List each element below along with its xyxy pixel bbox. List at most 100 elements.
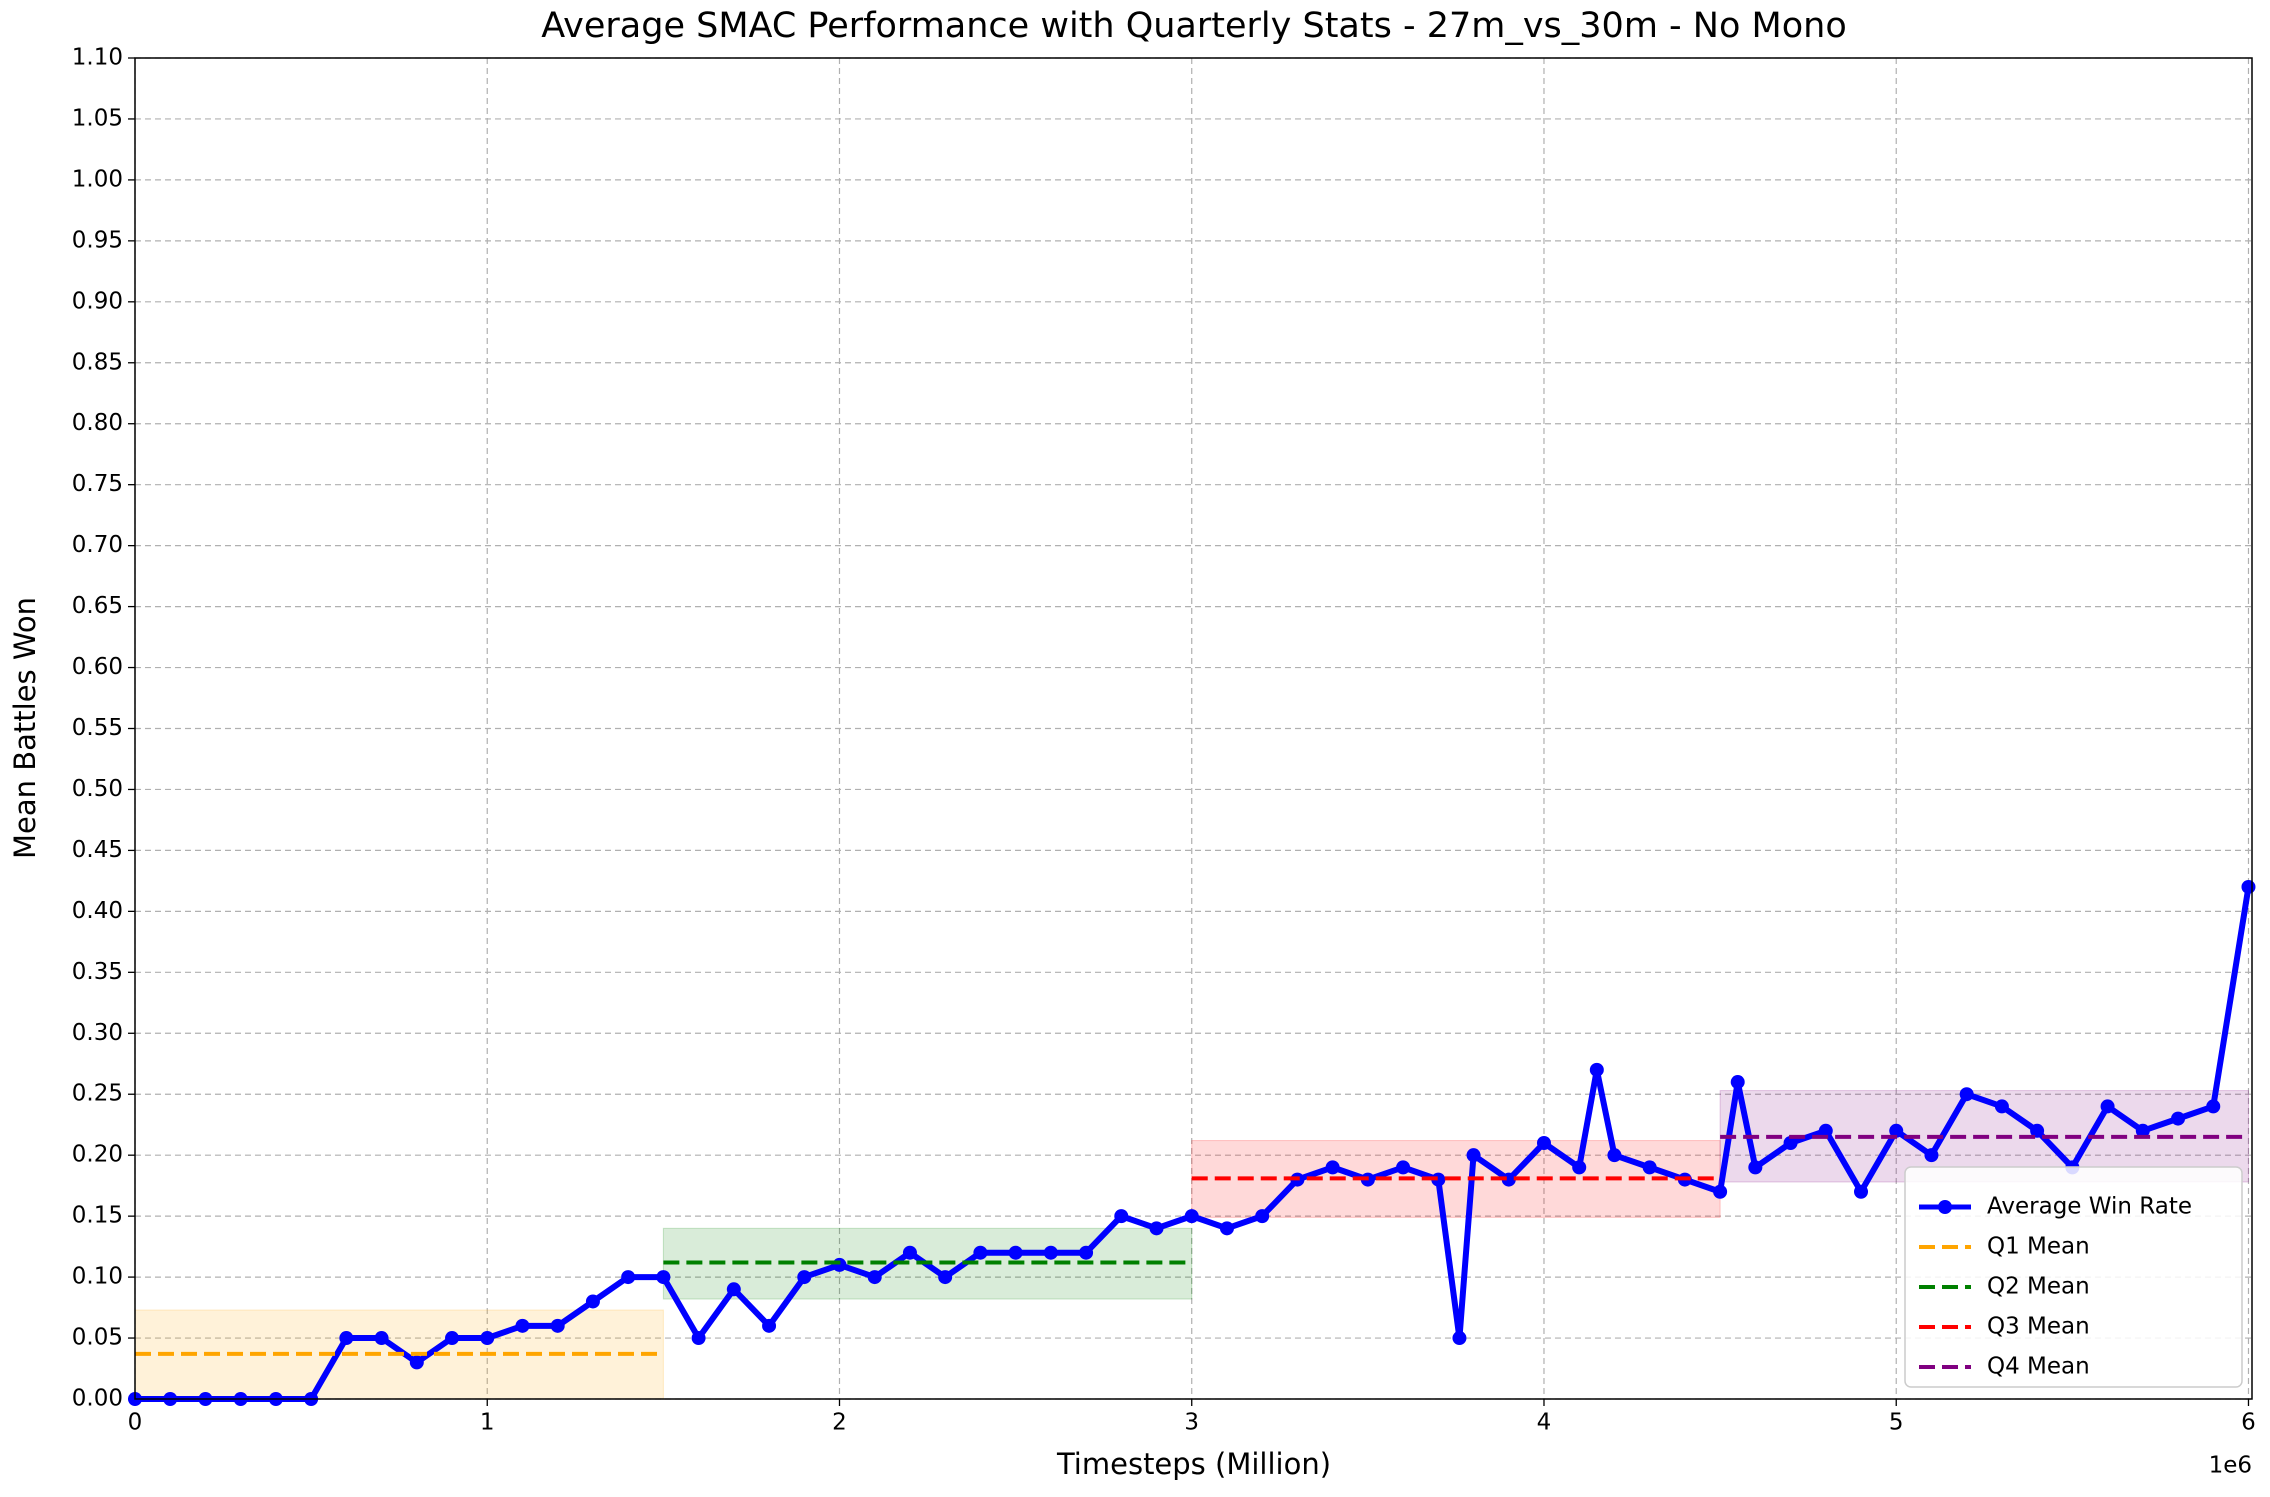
point [621, 1270, 636, 1285]
point [480, 1331, 495, 1346]
point [1501, 1172, 1516, 1187]
point [1748, 1160, 1763, 1175]
point [2135, 1123, 2150, 1138]
point [1642, 1160, 1657, 1175]
point [1924, 1148, 1939, 1163]
y-tick-label: 0.40 [72, 898, 123, 924]
point [1730, 1075, 1745, 1090]
point [762, 1318, 777, 1333]
y-tick-label: 0.85 [72, 349, 123, 375]
point [726, 1282, 741, 1297]
point [1818, 1123, 1833, 1138]
plot-frame [134, 57, 2253, 1400]
x-tick-label: 1 [480, 1410, 495, 1436]
point [2100, 1099, 2115, 1114]
point [1889, 1123, 1904, 1138]
point [1589, 1062, 1604, 1077]
y-tick-label: 0.75 [72, 471, 123, 497]
legend: Average Win Rate Q1 Mean Q2 Mean Q3 Mean Q4 … [1904, 1166, 2243, 1388]
point [1466, 1148, 1481, 1163]
x-tick-label: 4 [1537, 1410, 1552, 1436]
line [135, 886, 2252, 1402]
y-tick-label: 0.20 [72, 1142, 123, 1168]
y-tick-label: 1.00 [72, 166, 123, 192]
x-tick-label: 6 [2241, 1410, 2256, 1436]
point [515, 1318, 530, 1333]
point [1713, 1184, 1728, 1199]
point [832, 1257, 847, 1272]
y-tick-label: 0.15 [72, 1203, 123, 1229]
y-tick-label: 1.10 [72, 45, 123, 71]
point [1452, 1331, 1467, 1346]
point [1572, 1160, 1587, 1175]
point [1325, 1160, 1340, 1175]
x-offset-label: 1e6 [2209, 1453, 2252, 1479]
point [1994, 1099, 2009, 1114]
point [1536, 1135, 1551, 1150]
point [1255, 1209, 1270, 1224]
y-tick-label: 0.60 [72, 654, 123, 680]
y-tick-label: 0.55 [72, 715, 123, 741]
y-axis-label: Mean Battles Won [8, 597, 42, 859]
point [1043, 1245, 1058, 1260]
point [1396, 1160, 1411, 1175]
y-tick-label: 0.95 [72, 227, 123, 253]
point [2206, 1099, 2221, 1114]
y-tick-label: 0.90 [72, 288, 123, 314]
point [409, 1355, 424, 1370]
point [1184, 1209, 1199, 1224]
legend-box [1904, 1166, 2243, 1388]
point [339, 1331, 354, 1346]
legend-label: Q2 Mean [1987, 1274, 2090, 1300]
point [1854, 1184, 1869, 1199]
y-tick-label: 0.50 [72, 776, 123, 802]
point [2241, 879, 2256, 894]
y-tick-label: 0.65 [72, 593, 123, 619]
y-tick-label: 0.25 [72, 1081, 123, 1107]
point [1783, 1135, 1798, 1150]
point [1959, 1087, 1974, 1102]
point [1607, 1148, 1622, 1163]
point [1431, 1172, 1446, 1187]
point [1149, 1221, 1164, 1236]
y-tick-label: 0.80 [72, 410, 123, 436]
x-tick-label: 2 [832, 1410, 847, 1436]
point [867, 1270, 882, 1285]
y-tick-label: 0.05 [72, 1325, 123, 1351]
point [1079, 1245, 1094, 1260]
chart-title: Average SMAC Performance with Quarterly … [541, 6, 1846, 46]
point [374, 1331, 389, 1346]
y-tick-label: 0.30 [72, 1020, 123, 1046]
y-tick-label: 0.70 [72, 532, 123, 558]
point [2171, 1111, 2186, 1126]
point [797, 1270, 812, 1285]
point [902, 1245, 917, 1260]
legend-label: Q1 Mean [1987, 1234, 2090, 1260]
x-tick-label: 3 [1184, 1410, 1199, 1436]
y-tick-label: 0.10 [72, 1264, 123, 1290]
y-tick-label: 0.00 [72, 1386, 123, 1412]
point [691, 1331, 706, 1346]
point [445, 1331, 460, 1346]
point [1114, 1209, 1129, 1224]
legend-label: Average Win Rate [1987, 1194, 2192, 1220]
legend-marker [1938, 1200, 1952, 1214]
point [1008, 1245, 1023, 1260]
legend-label: Q3 Mean [1987, 1314, 2090, 1340]
point [1219, 1221, 1234, 1236]
legend-label: Q4 Mean [1987, 1354, 2090, 1380]
point [656, 1270, 671, 1285]
x-tick-label: 5 [1889, 1410, 1904, 1436]
point [973, 1245, 988, 1260]
x-axis-label: Timesteps (Million) [1056, 1447, 1331, 1481]
x-tick-label: 0 [128, 1410, 143, 1436]
y-tick-label: 0.45 [72, 837, 123, 863]
point [585, 1294, 600, 1309]
point [550, 1318, 565, 1333]
point [2030, 1123, 2045, 1138]
y-tick-label: 0.35 [72, 959, 123, 985]
point [938, 1270, 953, 1285]
y-tick-label: 1.05 [72, 105, 123, 131]
